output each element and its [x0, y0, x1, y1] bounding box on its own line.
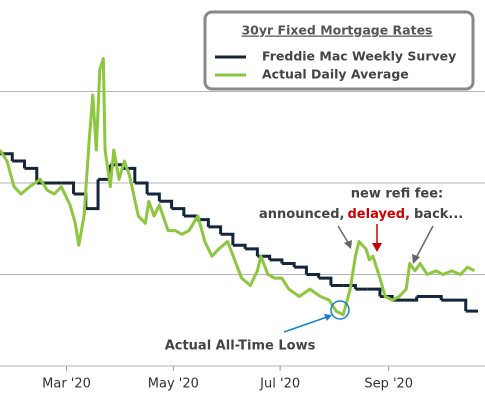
annotation: back...: [414, 207, 463, 222]
lows-arrow: [283, 315, 331, 333]
step-segment: [61, 181, 76, 194]
annotation: Actual All-Time Lows: [165, 339, 316, 354]
step-segment: [171, 207, 186, 216]
step-segment: [232, 243, 247, 249]
step-segment: [208, 225, 223, 235]
plot: [0, 57, 478, 317]
step-segment: [269, 258, 284, 264]
x-tick-label: May '20: [148, 377, 199, 392]
step-segment: [306, 273, 321, 279]
step-segment: [428, 294, 443, 301]
step-segment: [220, 232, 235, 246]
delayed-arrowhead: [372, 243, 382, 252]
lows-circle: [330, 300, 350, 320]
annotation: new refi fee:: [351, 187, 444, 202]
step-segment: [367, 287, 382, 297]
annotation: announced,: [259, 207, 345, 222]
legend-box: [203, 10, 475, 91]
announced-arrow: [337, 225, 350, 245]
grid: [0, 91, 485, 371]
step-segment: [24, 166, 39, 183]
x-tick-label: Sep '20: [364, 377, 413, 392]
step-segment: [12, 159, 27, 169]
announced-arrowhead: [344, 240, 352, 249]
legend-title: 30yr Fixed Mortgage Rates: [241, 23, 432, 38]
legend-label: Freddie Mac Weekly Survey: [262, 49, 456, 64]
step-segment: [134, 181, 149, 194]
x-tick-label: Jul '20: [259, 377, 300, 392]
legend: Freddie Mac Weekly Survey Actual Daily Av…: [215, 49, 456, 82]
step-segment: [404, 296, 419, 302]
step-segment: [453, 298, 468, 312]
annotation: delayed,: [348, 207, 411, 222]
step-segment: [147, 192, 161, 202]
step-segment: [85, 179, 100, 211]
step-segment: [245, 247, 259, 257]
step-segment: [281, 262, 296, 268]
back-arrowhead: [412, 254, 420, 264]
back-arrow: [415, 225, 434, 259]
line: [0, 57, 476, 317]
annotation: announced, delayed, back...: [259, 207, 463, 222]
step-segment: [159, 199, 174, 209]
step-segment: [343, 283, 357, 290]
step-segment: [318, 276, 333, 286]
x-tick-label: Mar '20: [42, 377, 91, 392]
legend-label: Actual Daily Average: [262, 67, 409, 82]
lows-arrowhead: [324, 314, 332, 321]
step-segment: [294, 265, 308, 275]
